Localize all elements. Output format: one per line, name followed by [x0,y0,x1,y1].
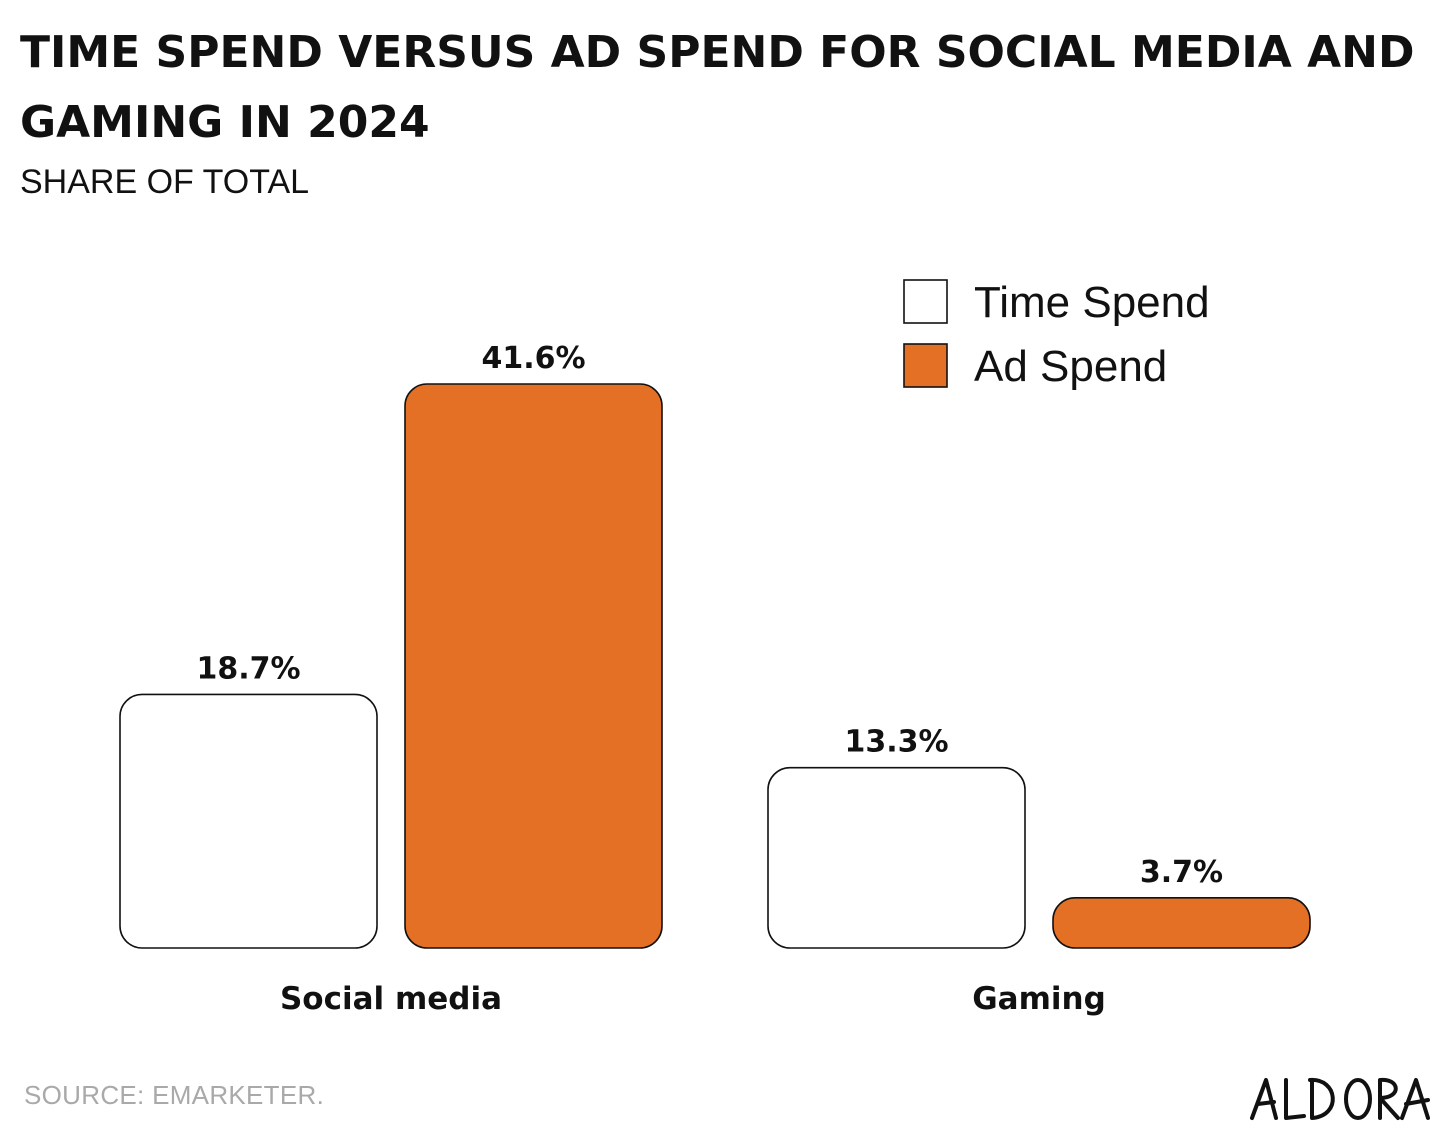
aldora-logo [1250,1077,1430,1120]
legend-label: Ad Spend [974,342,1167,391]
legend-swatch-time-spend [903,279,948,324]
bar-chart: 18.7% 41.6% Social media 13.3% 3.7% Gaming Tim… [119,278,1311,1017]
chart-subtitle: SHARE OF TOTAL [20,163,310,201]
bar-social-media-ad-spend [404,383,663,949]
bar-gaming-time-spend [767,766,1026,949]
category-label: Gaming [972,981,1106,1017]
legend-swatch-ad-spend [903,343,948,388]
legend-label: Time Spend [974,278,1210,327]
data-label: 13.3% [844,725,948,760]
data-label: 18.7% [196,651,300,686]
data-label: 41.6% [481,341,585,376]
bar-gaming-ad-spend [1052,897,1311,949]
bar-social-media-time-spend [119,693,378,949]
data-label: 3.7% [1140,855,1223,890]
source-note: SOURCE: EMARKETER. [24,1080,325,1110]
category-label: Social media [280,981,502,1017]
chart-title: TIME SPEND VERSUS AD SPEND FOR SOCIAL ME… [20,27,1415,148]
